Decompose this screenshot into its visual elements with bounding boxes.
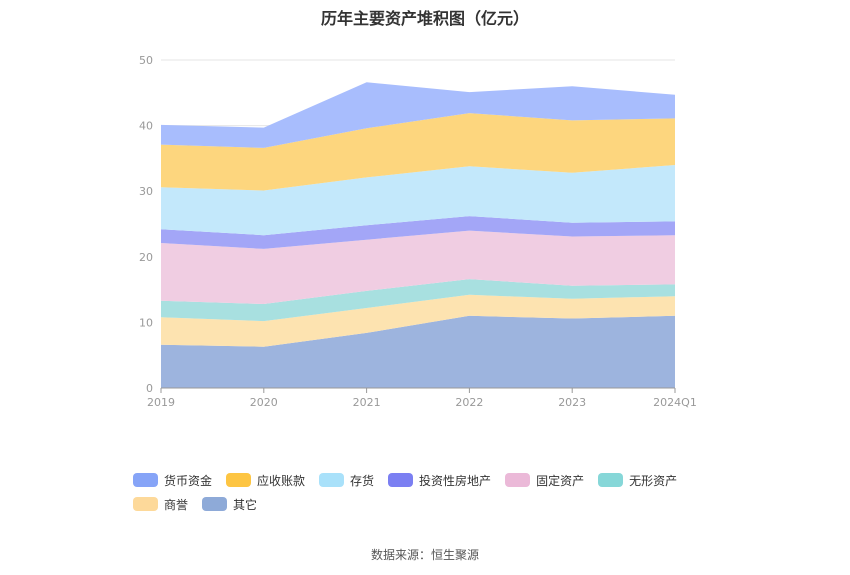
legend-swatch <box>319 473 345 487</box>
legend-label: 货币资金 <box>164 473 213 488</box>
legend-item[interactable]: 存货 <box>319 472 374 488</box>
x-tick-label: 2022 <box>455 396 483 409</box>
area-无形资产 <box>161 279 675 322</box>
legend-label: 投资性房地产 <box>419 473 492 488</box>
legend-swatch <box>202 497 228 511</box>
area-series <box>161 82 675 388</box>
x-tick-label: 2024Q1 <box>653 396 697 409</box>
chart-legend: 货币资金 应收账款 存货 投资性房地产 固定资产 无形资产商誉 其它 <box>133 472 733 512</box>
legend-swatch <box>388 473 414 487</box>
legend-label: 无形资产 <box>629 473 678 488</box>
y-tick-label: 0 <box>146 382 153 395</box>
legend-swatch <box>505 473 531 487</box>
axes: 0 10 20 30 40 50 2019 2020 2021 2022 2023 2024Q1 <box>139 54 697 409</box>
data-source: 数据来源：恒生聚源 <box>370 548 479 562</box>
x-tick-label: 2023 <box>558 396 586 409</box>
legend-label: 固定资产 <box>536 473 585 488</box>
legend-swatch <box>133 497 158 511</box>
legend-item[interactable]: 无形资产 <box>598 472 677 488</box>
legend-swatch <box>133 473 158 487</box>
stacked-area-chart: 0 10 20 30 40 50 2019 2020 2021 2022 2023 2024Q1 <box>139 54 697 409</box>
y-tick-label: 50 <box>139 54 153 67</box>
legend-label: 其它 <box>233 497 258 512</box>
legend-label: 存货 <box>350 473 375 488</box>
y-tick-label: 20 <box>139 251 153 264</box>
area-货币资金 <box>161 82 675 148</box>
x-tick-label: 2019 <box>147 396 175 409</box>
legend-item[interactable]: 应收账款 <box>226 472 305 488</box>
legend-swatch <box>598 473 624 487</box>
y-tick-label: 10 <box>139 316 153 329</box>
chart-title: 历年主要资产堆积图（亿元） <box>320 9 529 28</box>
area-固定资产 <box>161 230 675 304</box>
legend-item[interactable]: 货币资金 <box>133 472 212 488</box>
legend-label: 商誉 <box>164 497 189 512</box>
area-商誉 <box>161 294 675 347</box>
legend-label: 应收账款 <box>257 473 306 488</box>
x-tick-label: 2020 <box>250 396 278 409</box>
legend-item[interactable]: 其它 <box>202 496 257 512</box>
legend-item[interactable]: 投资性房地产 <box>388 472 491 488</box>
y-tick-label: 30 <box>139 185 153 198</box>
x-tick-label: 2021 <box>353 396 381 409</box>
area-投资性房地产 <box>161 216 675 249</box>
area-存货 <box>161 165 675 236</box>
legend-swatch <box>226 473 252 487</box>
legend-item[interactable]: 商誉 <box>133 496 188 512</box>
legend-item[interactable]: 固定资产 <box>505 472 584 488</box>
area-其它 <box>161 315 675 388</box>
y-tick-label: 40 <box>139 120 153 133</box>
area-应收账款 <box>161 113 675 191</box>
